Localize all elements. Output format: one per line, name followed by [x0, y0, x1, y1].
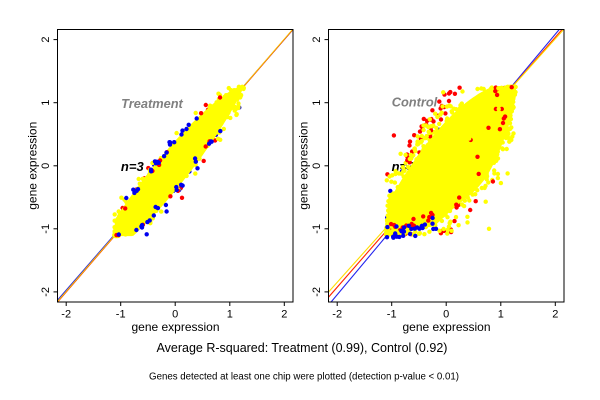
svg-text:Treatment: Treatment: [121, 96, 183, 111]
svg-text:gene expression: gene expression: [297, 122, 311, 210]
svg-text:Control: Control: [392, 94, 438, 109]
svg-text:gene expression: gene expression: [402, 320, 490, 334]
svg-text:-2: -2: [332, 309, 342, 321]
svg-text:0: 0: [40, 163, 52, 169]
svg-text:0: 0: [311, 163, 323, 169]
svg-text:Average R-squared: Treatment (: Average R-squared: Treatment (0.99), Con…: [157, 341, 448, 355]
svg-text:Genes detected at least one ch: Genes detected at least one chip were pl…: [149, 372, 459, 383]
svg-text:2: 2: [40, 37, 52, 43]
svg-text:gene expression: gene expression: [26, 122, 40, 210]
svg-text:1: 1: [311, 100, 323, 106]
svg-text:0: 0: [172, 309, 178, 321]
svg-text:2: 2: [311, 37, 323, 43]
svg-text:2: 2: [552, 309, 558, 321]
svg-text:-1: -1: [387, 309, 397, 321]
svg-text:1: 1: [498, 309, 504, 321]
svg-text:-2: -2: [61, 309, 71, 321]
svg-text:gene expression: gene expression: [131, 320, 219, 334]
svg-text:-1: -1: [40, 224, 52, 234]
svg-text:-2: -2: [311, 287, 323, 297]
svg-text:1: 1: [40, 100, 52, 106]
svg-text:-2: -2: [40, 287, 52, 297]
svg-text:1: 1: [227, 309, 233, 321]
svg-text:-1: -1: [311, 224, 323, 234]
svg-text:n=3: n=3: [121, 159, 145, 174]
svg-text:-1: -1: [116, 309, 126, 321]
svg-text:2: 2: [281, 309, 287, 321]
svg-text:0: 0: [443, 309, 449, 321]
